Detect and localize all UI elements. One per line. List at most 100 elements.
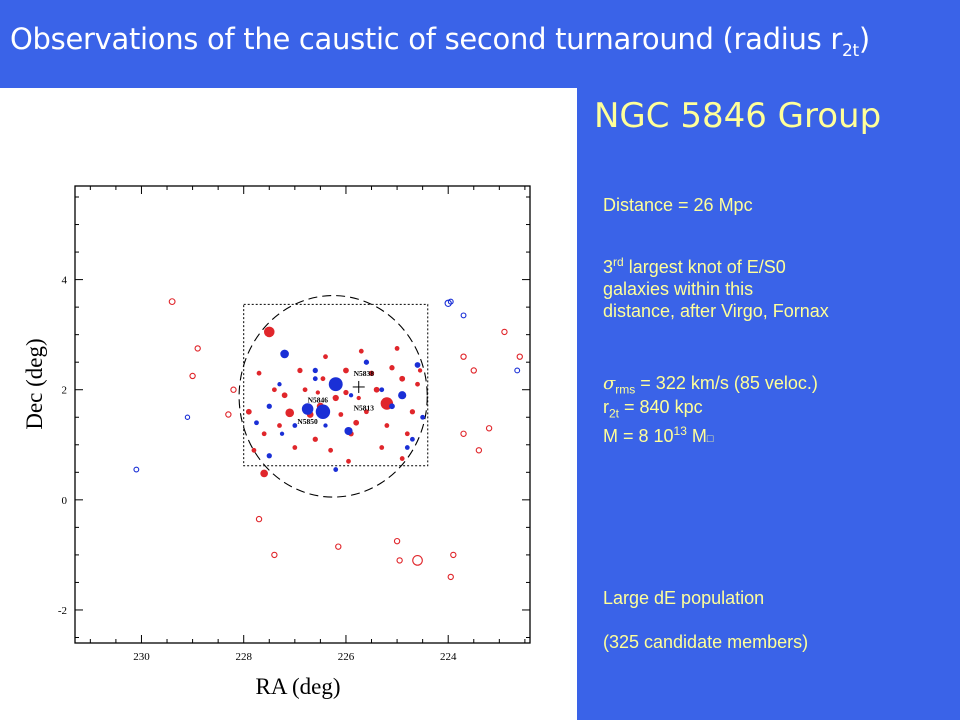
red-open-point xyxy=(271,551,278,559)
blue-point xyxy=(404,445,410,450)
red-point xyxy=(346,458,351,464)
title-bar: Observations of the caustic of second tu… xyxy=(0,0,960,88)
blue-point xyxy=(266,453,272,459)
blue-open-point xyxy=(460,312,467,319)
blue-point xyxy=(279,431,285,436)
red-point xyxy=(343,389,349,396)
y-tick-label: 0 xyxy=(62,495,68,507)
galaxy-label: N5850 xyxy=(297,417,318,426)
galaxy-label: N5838 xyxy=(354,369,375,378)
red-open-point xyxy=(230,386,237,393)
plot-border xyxy=(74,185,531,644)
red-open-point xyxy=(396,557,403,564)
axis-ticks: 230 228 226 224 -2 0 2 4 xyxy=(58,186,530,663)
red-open-point xyxy=(475,447,483,454)
red-point xyxy=(261,431,267,437)
blue-point xyxy=(254,420,259,426)
red-point xyxy=(292,445,298,450)
blue-point xyxy=(323,423,328,428)
candidates-text: (325 candidate members) xyxy=(603,632,809,652)
y-tick-label: 4 xyxy=(62,275,68,287)
plot-overlays xyxy=(238,295,429,498)
red-point xyxy=(328,447,334,453)
blue-point xyxy=(312,367,318,374)
red-point xyxy=(271,387,277,393)
red-point xyxy=(302,387,308,393)
survey-box xyxy=(243,303,429,467)
plot-panel xyxy=(0,88,577,720)
info-panel xyxy=(577,88,960,720)
red-open-point xyxy=(225,411,232,418)
blue-point xyxy=(414,362,421,368)
red-point xyxy=(404,431,410,437)
red-open-point xyxy=(447,573,454,581)
x-tick-label: 226 xyxy=(338,651,355,663)
x-tick-label: 224 xyxy=(440,651,457,663)
red-point xyxy=(358,348,364,354)
red-point xyxy=(415,381,420,387)
red-point xyxy=(277,423,282,428)
y-axis-label: Dec (deg) xyxy=(22,338,47,429)
red-point xyxy=(399,375,406,382)
red-open-point xyxy=(501,328,508,336)
blue-point xyxy=(328,377,343,392)
blue-open-point xyxy=(514,367,521,374)
red-open-point xyxy=(516,353,523,360)
red-point xyxy=(320,376,326,382)
red-point xyxy=(368,370,375,376)
red-point xyxy=(409,409,416,415)
caustic-circle xyxy=(238,295,428,498)
knot-description: 3rd largest knot of E/S0 galaxies within… xyxy=(603,255,829,321)
red-open-point xyxy=(412,555,423,566)
plot-frame xyxy=(74,185,531,644)
distance-text: Distance = 26 Mpc xyxy=(603,195,753,215)
red-open-point xyxy=(189,372,196,380)
blue-point xyxy=(344,426,353,436)
red-point xyxy=(394,346,400,351)
galaxy-label: N5846 xyxy=(308,395,329,404)
blue-point xyxy=(301,403,314,415)
red-point xyxy=(356,395,361,401)
red-point xyxy=(312,436,318,442)
red-point xyxy=(297,367,303,374)
blue-point xyxy=(280,349,289,359)
red-point xyxy=(389,365,395,371)
blue-point xyxy=(389,403,395,410)
red-point xyxy=(384,423,390,428)
red-point xyxy=(281,392,288,399)
galaxy-label: N5813 xyxy=(354,404,375,413)
red-point xyxy=(417,368,423,373)
red-open-point xyxy=(393,537,401,545)
x-tick-label: 230 xyxy=(133,651,150,663)
red-point xyxy=(338,412,344,417)
blue-point xyxy=(312,376,318,382)
blue-point xyxy=(348,393,354,398)
red-point xyxy=(251,447,257,453)
slide-title: Observations of the caustic of second tu… xyxy=(10,22,870,61)
blue-point xyxy=(398,391,407,400)
red-open-point xyxy=(255,515,263,523)
blue-open-point xyxy=(184,414,191,420)
red-point xyxy=(399,456,405,461)
blue-point xyxy=(277,382,282,387)
red-open-point xyxy=(335,543,342,550)
blue-point xyxy=(292,423,298,428)
red-open-point xyxy=(485,425,493,432)
red-point xyxy=(263,326,275,338)
data-points xyxy=(133,298,523,581)
blue-point xyxy=(363,359,370,365)
red-point xyxy=(315,390,320,395)
blue-point xyxy=(266,403,272,409)
radius-text: r2t = 840 kpc xyxy=(603,397,703,421)
red-point xyxy=(343,367,349,374)
galaxy-labels: N5838 N5846 N5813 N5850 xyxy=(297,369,374,426)
blue-open-point xyxy=(447,298,454,305)
red-point xyxy=(285,408,295,418)
red-open-point xyxy=(168,298,176,306)
blue-point xyxy=(379,387,385,393)
red-point xyxy=(332,394,339,402)
red-point xyxy=(323,354,328,360)
blue-open-point xyxy=(133,466,140,473)
x-axis-label: RA (deg) xyxy=(256,674,341,699)
blue-point xyxy=(315,404,331,419)
